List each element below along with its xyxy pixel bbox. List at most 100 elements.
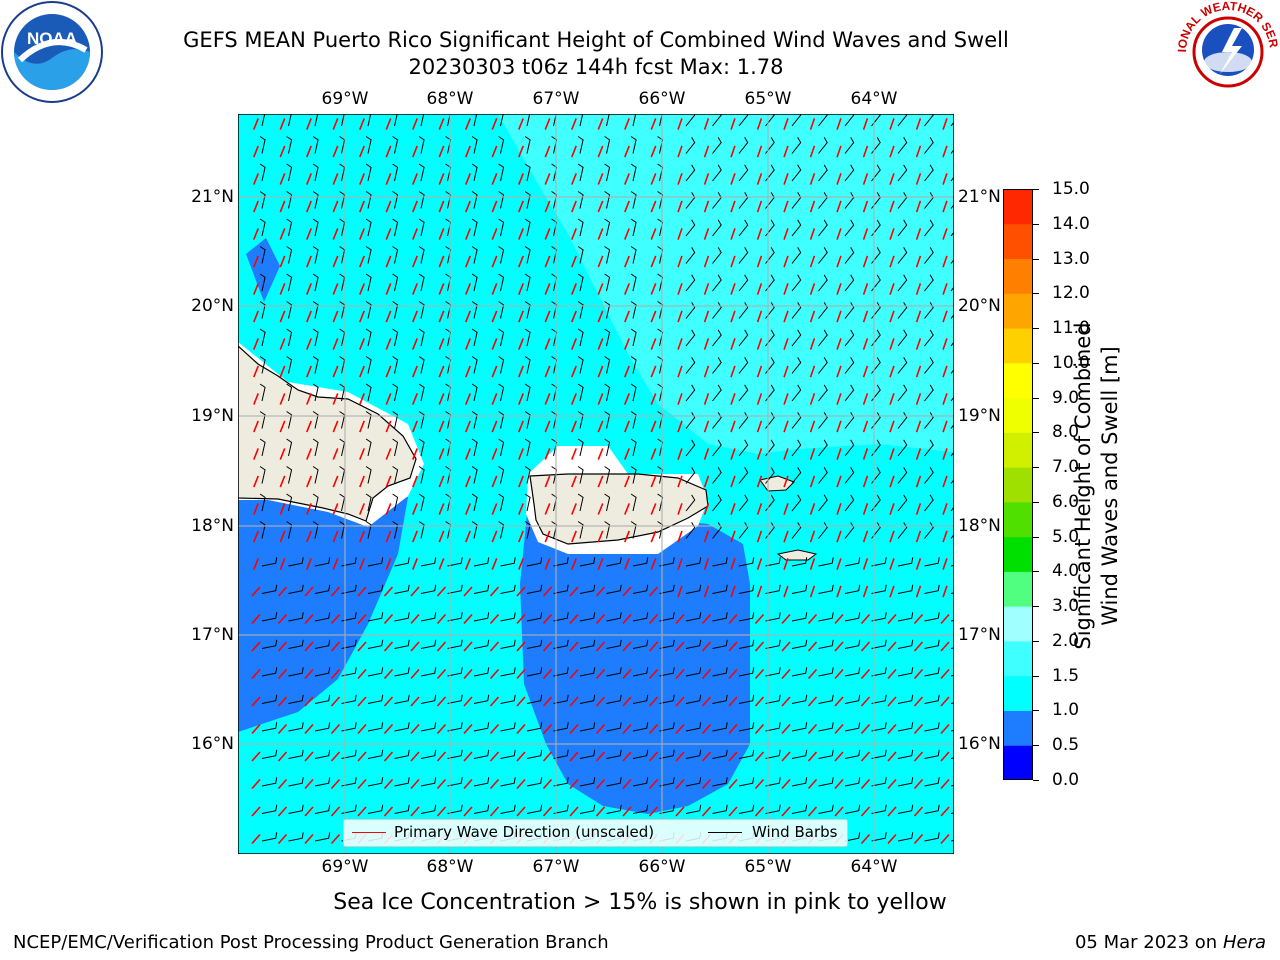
wind-barb	[314, 722, 331, 732]
wave-direction-arrow	[306, 558, 312, 570]
wave-direction-arrow	[756, 283, 763, 295]
wind-barb	[498, 328, 505, 347]
wind-barb	[394, 584, 410, 594]
wave-direction-arrow	[385, 365, 392, 378]
wave-direction-arrow	[491, 558, 498, 570]
wind-barb	[577, 301, 584, 319]
wave-direction-arrow	[357, 806, 367, 817]
lat-tick-label-left: 18°N	[191, 516, 234, 536]
wind-barb	[498, 521, 505, 539]
wave-direction-arrow	[942, 503, 948, 515]
wind-barb	[312, 301, 319, 319]
wind-barb	[365, 218, 372, 237]
wave-direction-arrow	[940, 613, 950, 625]
colorbar-tick-mark	[1033, 467, 1039, 469]
legend-wind-barbs-label: Wind Barbs	[752, 823, 838, 841]
wave-direction-arrow	[730, 118, 736, 130]
colorbar-tick-mark	[1033, 780, 1039, 781]
wave-direction-arrow	[279, 365, 286, 378]
wind-barb	[365, 301, 372, 319]
wind-barb	[471, 356, 478, 374]
wave-direction-arrow	[518, 283, 524, 295]
wave-direction-arrow	[253, 365, 259, 378]
colorbar-tick-mark	[1033, 640, 1039, 642]
wave-direction-arrow	[783, 585, 789, 598]
wind-barb	[261, 777, 278, 787]
wind-barb	[712, 302, 722, 319]
wave-direction-arrow	[730, 475, 736, 488]
wind-barb	[844, 274, 855, 292]
wave-direction-arrow	[677, 200, 683, 213]
wave-direction-arrow	[544, 558, 551, 570]
wind-barb	[498, 273, 505, 292]
wind-barb	[553, 694, 569, 704]
wind-barb	[685, 639, 702, 649]
wave-direction-arrow	[942, 228, 948, 240]
wind-barb	[418, 301, 425, 319]
wave-direction-arrow	[516, 586, 526, 597]
wave-direction-arrow	[783, 475, 789, 488]
wave-direction-arrow	[701, 751, 712, 762]
wave-direction-arrow	[518, 338, 524, 350]
wave-direction-arrow	[730, 530, 736, 543]
wind-barb	[606, 722, 622, 732]
wave-direction-arrow	[306, 420, 312, 433]
wind-barb	[500, 804, 516, 814]
wave-direction-arrow	[332, 503, 339, 515]
wave-direction-arrow	[940, 723, 950, 735]
wind-barb	[577, 136, 584, 154]
wave-direction-arrow	[544, 145, 551, 158]
colorbar-tick-label: 9.0	[1052, 387, 1080, 408]
wave-direction-arrow	[569, 806, 579, 817]
wind-barb	[871, 777, 887, 787]
wave-direction-arrow	[544, 365, 551, 378]
wave-direction-arrow	[412, 228, 418, 240]
wind-barb	[844, 612, 861, 622]
wind-barb	[924, 357, 934, 374]
wind-barb	[553, 722, 569, 732]
wave-direction-arrow	[277, 641, 288, 652]
colorbar-segment	[1003, 501, 1033, 538]
wave-direction-arrow	[332, 173, 339, 185]
wave-direction-arrow	[622, 751, 632, 762]
wave-direction-arrow	[383, 751, 394, 762]
wave-direction-arrow	[438, 558, 445, 570]
wind-barb	[791, 667, 808, 677]
wave-direction-arrow	[701, 696, 712, 707]
wave-direction-arrow	[597, 530, 604, 543]
wave-direction-arrow	[571, 448, 577, 460]
wave-direction-arrow	[383, 723, 394, 735]
wind-barb	[526, 722, 543, 732]
wave-direction-arrow	[304, 751, 314, 762]
wave-direction-arrow	[862, 145, 869, 158]
wind-barb	[738, 412, 749, 429]
wind-barb	[473, 612, 490, 622]
wave-direction-arrow	[385, 420, 392, 433]
wind-barb	[738, 467, 749, 484]
wave-direction-arrow	[385, 173, 392, 185]
wave-direction-arrow	[253, 173, 259, 185]
wind-barb	[712, 694, 728, 704]
wind-barb	[392, 411, 399, 429]
wind-barb	[659, 557, 675, 567]
wind-barb	[553, 557, 569, 567]
wind-barb	[500, 777, 516, 787]
wave-direction-arrow	[332, 530, 339, 543]
legend-wave-direction-swatch	[352, 832, 386, 833]
wind-barb	[632, 667, 649, 677]
wave-direction-arrow	[648, 613, 659, 625]
wind-barb	[738, 329, 749, 347]
wind-barb	[524, 246, 531, 264]
wind-barb	[844, 777, 861, 787]
wind-barb	[791, 494, 802, 512]
wind-barb	[924, 219, 934, 237]
wave-direction-arrow	[836, 200, 842, 213]
wind-barb	[341, 722, 357, 732]
wave-direction-arrow	[357, 751, 367, 762]
wave-direction-arrow	[809, 558, 816, 570]
contour-band-west	[238, 497, 408, 732]
wind-barb	[524, 411, 531, 429]
wave-direction-arrow	[544, 393, 551, 405]
wind-barb	[897, 612, 914, 622]
colorbar-tick-mark	[1033, 189, 1039, 190]
